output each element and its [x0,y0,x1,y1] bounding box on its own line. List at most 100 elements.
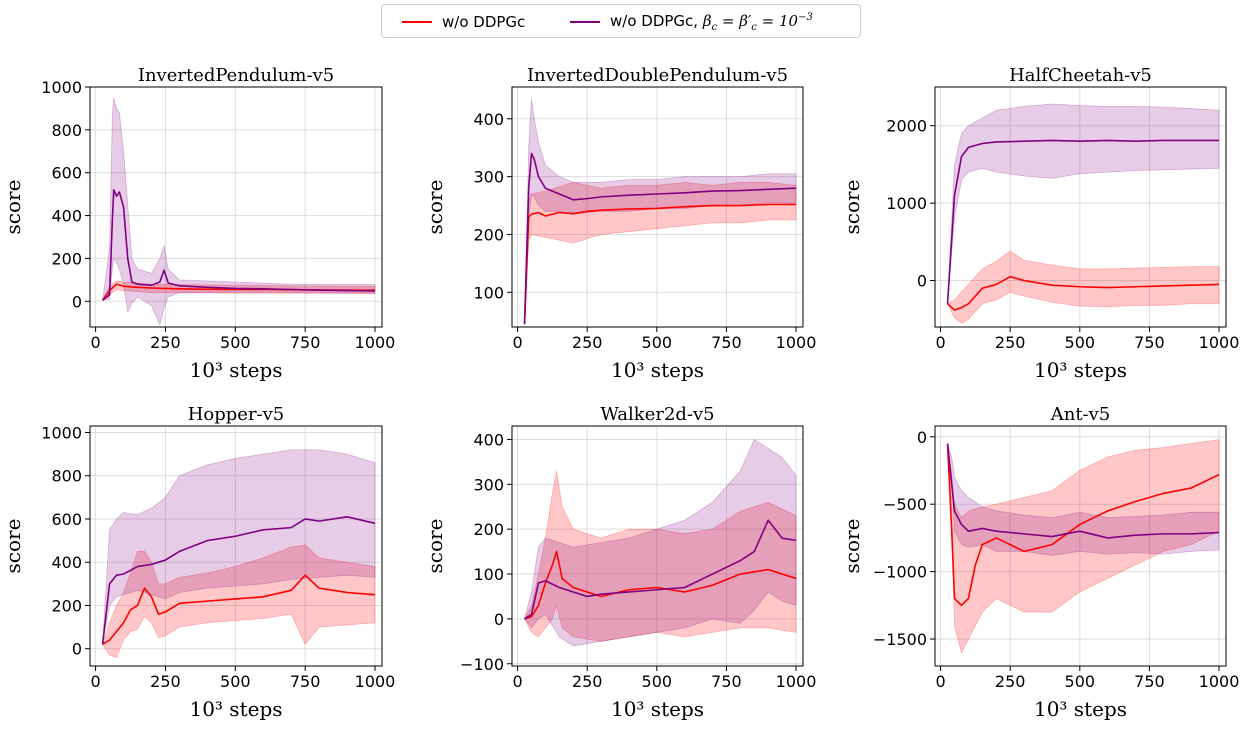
x-axis-label: 10³ steps [189,697,282,721]
band-purple [947,443,1220,556]
axes-frame [934,425,1227,667]
band-purple [102,97,376,327]
x-tick-label: 0 [512,333,522,352]
mean-line-red [524,550,797,620]
y-tick-label: 1000 [41,423,82,442]
y-tick-label: 800 [51,467,82,486]
x-tick-label: 750 [1134,672,1165,691]
band-red [524,182,797,325]
y-tick-label: 800 [51,121,82,140]
x-tick-label: 750 [711,333,742,352]
x-tick-label: 500 [1065,672,1096,691]
x-axis-label: 10³ steps [189,358,282,382]
y-tick-label: 400 [51,207,82,226]
y-tick-label: 300 [473,475,504,494]
y-tick-label: 200 [51,596,82,615]
x-tick-label: 0 [90,672,100,691]
x-tick-label: 0 [512,672,522,691]
y-tick-label: 200 [473,520,504,539]
y-axis-label: score [840,180,864,235]
x-tick-label: 750 [290,672,321,691]
x-axis-label: 10³ steps [1034,697,1127,721]
subplot-4: 0 250 500 750 1000 0 200 400 600 800 1000 Hopper-v5… [1,404,395,721]
subplot-2: 0 250 500 750 1000 100 200 300 400 InvertedDouble… [423,65,816,382]
y-tick-label: 1000 [886,194,927,213]
x-tick-label: 1000 [776,333,817,352]
x-tick-label: 0 [90,333,100,352]
x-axis-label: 10³ steps [611,697,704,721]
y-axis-label: score [1,180,25,235]
x-tick-label: 0 [935,333,945,352]
x-tick-label: 750 [1134,333,1165,352]
x-tick-label: 1000 [776,672,817,691]
x-axis-label: 10³ steps [611,358,704,382]
x-tick-label: 1000 [1199,672,1240,691]
legend-swatch-red [402,21,432,23]
legend-label-series-b-math: βc = β′c = 10−3 [702,11,813,33]
legend-label-series-a: w/o DDPGc [442,13,526,31]
mean-line-purple [946,443,1220,539]
x-tick-label: 500 [220,672,251,691]
subplot-6: 0 250 500 750 1000 −1500 −1000 −500 0 Ant-v5 10³ s… [840,404,1239,721]
mean-line-red [946,275,1220,311]
y-tick-label: 1000 [41,78,82,97]
subplot-title: Ant-v5 [1050,404,1111,425]
y-tick-label: 200 [51,249,82,268]
y-tick-label: −100 [460,655,504,674]
x-tick-label: 1000 [355,672,396,691]
band-red [102,544,376,658]
legend-item-series-a: w/o DDPGc [402,5,525,39]
y-tick-label: 400 [473,430,504,449]
axes-frame [511,425,804,667]
x-tick-label: 250 [572,333,603,352]
y-tick-label: 400 [473,110,504,129]
x-tick-label: 0 [935,672,945,691]
x-tick-label: 1000 [1199,333,1240,352]
y-tick-label: 600 [51,510,82,529]
subplot-title: HalfCheetah-v5 [1009,65,1152,86]
band-red [947,439,1220,654]
y-axis-label: score [423,180,447,235]
x-tick-label: 500 [642,333,673,352]
mean-line-purple [102,189,376,301]
x-tick-label: 250 [995,672,1026,691]
x-tick-label: 500 [642,672,673,691]
y-axis-label: score [1,519,25,574]
band-purple [947,103,1220,304]
y-tick-label: 0 [917,428,927,447]
legend-swatch-purple [570,21,600,23]
x-tick-label: 1000 [355,333,396,352]
axes-frame [89,86,383,328]
y-tick-label: −1000 [873,563,927,582]
subplot-3: 0 250 500 750 1000 0 1000 2000 HalfCheetah-v5 10³… [840,65,1239,382]
subplot-title: Walker2d-v5 [600,404,714,425]
y-tick-label: 100 [473,283,504,302]
x-tick-label: 750 [290,333,321,352]
y-tick-label: 0 [917,272,927,291]
axes-frame [511,86,804,328]
subplot-1: 0 250 500 750 1000 0 200 400 600 800 1000 InvertedP… [1,65,395,382]
y-tick-label: −500 [883,495,927,514]
x-axis-label: 10³ steps [1034,358,1127,382]
legend: w/o DDPGc w/o DDPGc, βc = β′c = 10−3 [381,4,861,38]
y-tick-label: 0 [72,292,82,311]
y-tick-label: 300 [473,168,504,187]
y-tick-label: 100 [473,565,504,584]
subplot-5: 0 250 500 750 1000 −100 0 100 200 300 400 Walker2d-… [423,404,816,721]
x-tick-label: 250 [150,672,181,691]
mean-line-purple [946,139,1220,304]
x-tick-label: 750 [711,672,742,691]
legend-label-series-b-text: w/o DDPGc, [610,11,703,30]
mean-line-red [102,574,376,646]
axes-frame [89,425,383,667]
y-axis-label: score [423,519,447,574]
band-red [524,470,797,642]
y-tick-label: −1500 [873,630,927,649]
mean-line-purple [523,152,797,325]
y-tick-label: 200 [473,225,504,244]
mean-line-red [523,203,797,325]
subplot-title: InvertedPendulum-v5 [138,65,334,86]
y-tick-label: 2000 [886,117,927,136]
legend-label-series-b: w/o DDPGc, βc = β′c = 10−3 [610,12,813,33]
